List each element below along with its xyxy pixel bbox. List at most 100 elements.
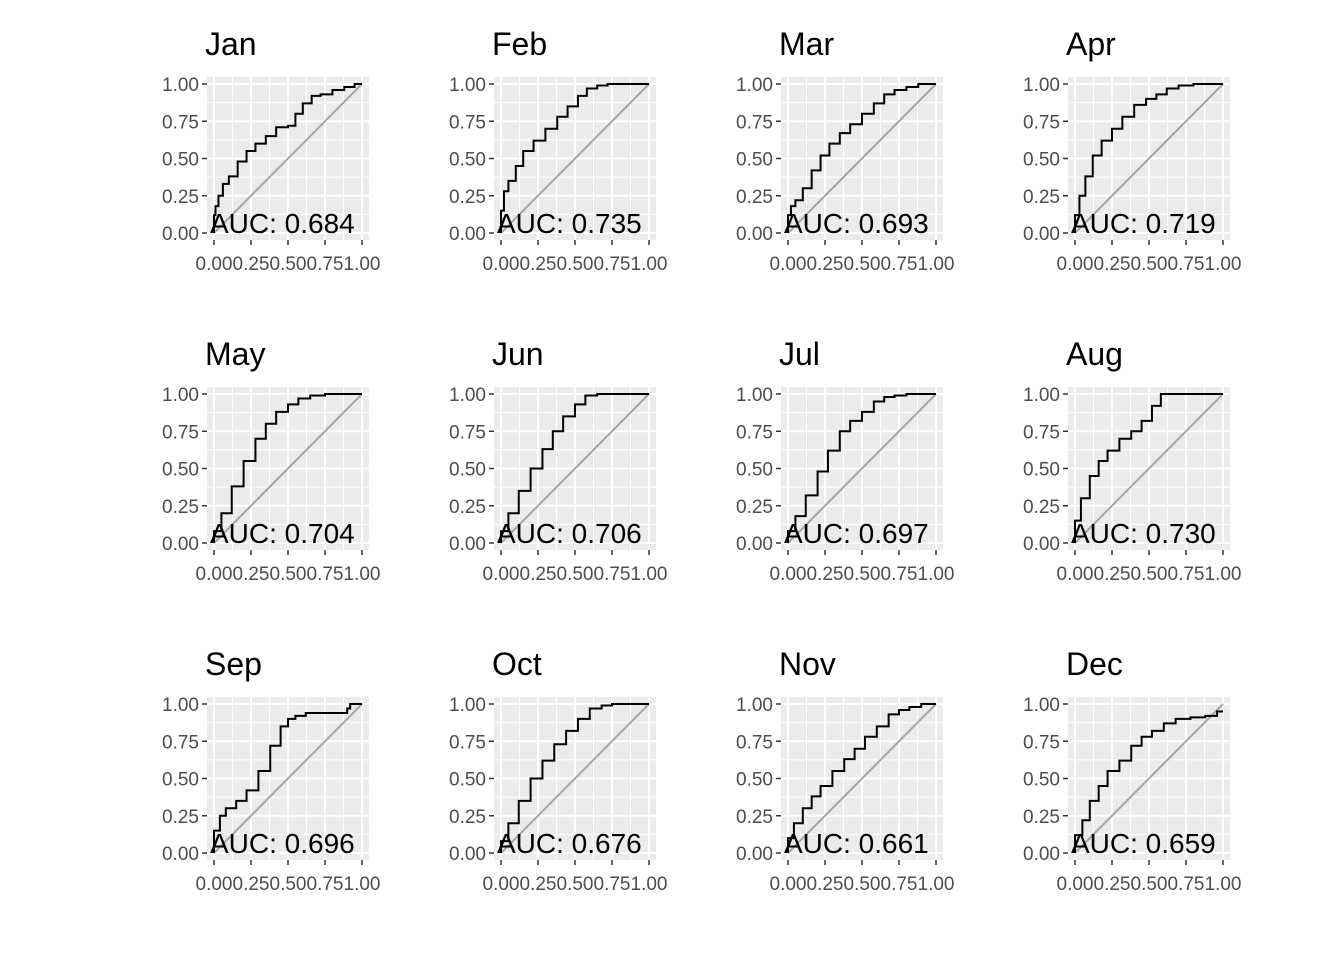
x-tick-label: 0.25: [807, 254, 844, 275]
diagonal-reference-line: [1074, 83, 1224, 234]
x-tick-label: 0.50: [270, 254, 307, 275]
x-tick-label: 0.25: [520, 874, 557, 895]
diagonal-reference-line: [787, 703, 937, 854]
y-tick-label: 0.50: [736, 460, 773, 481]
x-tick-label: 0.00: [483, 874, 520, 895]
y-tick-label: 0.50: [162, 770, 199, 791]
x-tick-label: 0.50: [557, 254, 594, 275]
y-tick-label: 0.50: [1023, 460, 1060, 481]
panel-sep: 0.000.250.500.751.000.00 0.25 0.50 0.75 1.00…: [162, 646, 380, 895]
y-tick-label: 1.00: [162, 695, 199, 716]
roc-curve-line: [787, 393, 936, 543]
x-tick-label: 0.00: [196, 564, 233, 585]
y-tick-label: 0.75: [1023, 112, 1060, 133]
y-tick-label: 0.50: [162, 150, 199, 171]
diagonal-reference-line: [1074, 703, 1224, 854]
x-tick-label: 0.00: [770, 254, 807, 275]
x-tick-label: 1.00: [918, 254, 955, 275]
x-tick-label: 0.50: [270, 874, 307, 895]
auc-annotation: AUC: 0.696: [210, 828, 355, 859]
x-tick-label: 0.75: [881, 564, 918, 585]
diagonal-reference-line: [787, 83, 937, 234]
x-tick-label: 1.00: [1205, 874, 1242, 895]
x-tick-label: 0.00: [770, 874, 807, 895]
panel-feb: 0.000.250.500.751.000.00 0.25 0.50 0.75 1.00…: [449, 26, 667, 275]
y-tick-label: 0.25: [449, 807, 486, 828]
x-tick-label: 0.00: [196, 254, 233, 275]
y-tick-label: 1.00: [736, 695, 773, 716]
x-tick-label: 0.50: [557, 564, 594, 585]
y-tick-label: 0.00: [736, 844, 773, 865]
y-tick-label: 0.00: [449, 844, 486, 865]
x-tick-label: 1.00: [344, 254, 381, 275]
y-tick-label: 0.25: [736, 187, 773, 208]
diagonal-reference-line: [500, 83, 650, 234]
panel-apr: 0.000.250.500.751.000.00 0.25 0.50 0.75 1.00…: [1023, 26, 1241, 275]
y-tick-label: 0.50: [1023, 150, 1060, 171]
x-tick-label: 0.25: [1094, 874, 1131, 895]
x-tick-label: 0.50: [844, 254, 881, 275]
y-tick-label: 1.00: [1023, 75, 1060, 96]
x-tick-label: 0.25: [520, 254, 557, 275]
y-tick-label: 0.50: [162, 460, 199, 481]
y-tick-label: 1.00: [736, 75, 773, 96]
y-tick-label: 1.00: [162, 385, 199, 406]
y-tick-label: 0.25: [162, 497, 199, 518]
y-tick-label: 0.50: [736, 770, 773, 791]
roc-curve-line: [500, 83, 649, 233]
y-tick-label: 0.75: [736, 422, 773, 443]
y-tick-label: 0.50: [449, 150, 486, 171]
x-tick-label: 0.50: [844, 564, 881, 585]
panel-title: Oct: [492, 646, 542, 682]
roc-curve-line: [213, 703, 362, 853]
y-tick-label: 0.25: [449, 497, 486, 518]
y-tick-label: 0.50: [736, 150, 773, 171]
y-tick-label: 0.25: [1023, 807, 1060, 828]
x-tick-label: 0.25: [233, 254, 270, 275]
roc-curve-line: [213, 393, 362, 543]
x-tick-label: 0.25: [233, 564, 270, 585]
panel-title: Dec: [1066, 646, 1123, 682]
x-tick-label: 0.00: [1057, 564, 1094, 585]
x-tick-label: 0.00: [196, 874, 233, 895]
x-tick-label: 1.00: [344, 874, 381, 895]
x-tick-label: 0.75: [594, 254, 631, 275]
y-tick-label: 0.25: [736, 807, 773, 828]
auc-annotation: AUC: 0.735: [497, 208, 642, 239]
panel-title: Jul: [779, 336, 820, 372]
panel-aug: 0.000.250.500.751.000.00 0.25 0.50 0.75 1.00…: [1023, 336, 1241, 585]
y-tick-label: 0.75: [449, 422, 486, 443]
x-tick-label: 0.75: [1168, 254, 1205, 275]
roc-curve-line: [1074, 710, 1223, 853]
auc-annotation: AUC: 0.697: [784, 518, 929, 549]
x-tick-label: 0.75: [307, 564, 344, 585]
roc-curve-line: [500, 393, 649, 543]
y-tick-label: 0.00: [1023, 534, 1060, 555]
y-tick-label: 1.00: [449, 75, 486, 96]
panel-title: Jun: [492, 336, 544, 372]
x-tick-label: 0.25: [520, 564, 557, 585]
x-tick-label: 0.75: [307, 874, 344, 895]
y-tick-label: 0.50: [449, 460, 486, 481]
panel-jul: 0.000.250.500.751.000.00 0.25 0.50 0.75 1.00…: [736, 336, 954, 585]
diagonal-reference-line: [500, 393, 650, 544]
y-tick-label: 0.75: [162, 732, 199, 753]
y-tick-label: 0.00: [1023, 844, 1060, 865]
panel-mar: 0.000.250.500.751.000.00 0.25 0.50 0.75 1.00…: [736, 26, 954, 275]
y-tick-label: 0.75: [449, 112, 486, 133]
x-tick-label: 0.00: [483, 254, 520, 275]
diagonal-reference-line: [500, 703, 650, 854]
x-tick-label: 0.25: [1094, 254, 1131, 275]
y-tick-label: 0.75: [1023, 422, 1060, 443]
x-tick-label: 0.75: [1168, 874, 1205, 895]
panel-title: Mar: [779, 26, 834, 62]
y-tick-label: 0.00: [736, 534, 773, 555]
y-tick-label: 0.75: [1023, 732, 1060, 753]
auc-annotation: AUC: 0.676: [497, 828, 642, 859]
diagonal-reference-line: [213, 393, 363, 544]
roc-curve-line: [787, 703, 936, 853]
y-tick-label: 0.25: [1023, 187, 1060, 208]
roc-curve-line: [500, 703, 649, 853]
